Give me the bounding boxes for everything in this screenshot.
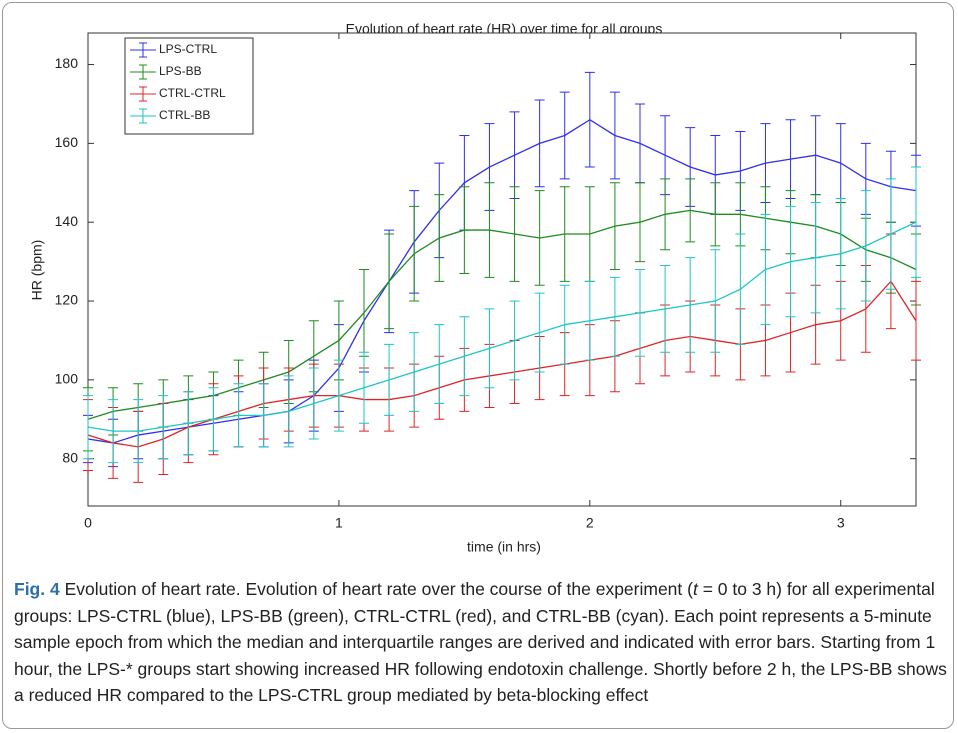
y-tick-label: 100	[55, 371, 79, 387]
caption-label: Fig. 4	[14, 579, 60, 599]
legend-label: LPS-CTRL	[159, 42, 217, 56]
x-tick-label: 2	[586, 515, 594, 531]
legend-box	[124, 37, 254, 135]
caption-text: = 0 to 3 h) for all experimental groups:…	[14, 579, 947, 705]
series-group	[83, 166, 921, 464]
series-line	[87, 221, 917, 432]
legend-label: LPS-BB	[159, 64, 202, 78]
caption-italic: t	[692, 579, 698, 599]
legend: LPS-CTRL LPS-BB CTRL-CTRL CTRL-BB	[124, 37, 254, 135]
x-axis-label: time (in hrs)	[467, 539, 541, 555]
x-tick-label: 3	[837, 515, 845, 531]
x-tick-label: 1	[335, 515, 343, 531]
x-tick-label: 0	[84, 515, 92, 531]
y-tick-label: 80	[62, 449, 78, 465]
legend-swatch	[130, 64, 156, 80]
series-line	[87, 209, 917, 420]
chart: Evolution of heart rate (HR) over time f…	[29, 21, 921, 555]
y-tick-label: 140	[55, 213, 79, 229]
series-line	[87, 280, 917, 448]
y-tick-label: 120	[55, 292, 79, 308]
legend-label: CTRL-CTRL	[159, 86, 226, 100]
legend-swatch	[130, 42, 156, 58]
series-line	[87, 118, 917, 444]
error-bar	[83, 395, 93, 460]
figure-caption: Fig. 4 Evolution of heart rate. Evolutio…	[14, 576, 949, 709]
y-tick-label: 180	[55, 55, 79, 71]
y-tick-label: 160	[55, 134, 79, 150]
y-axis-label: HR (bpm)	[29, 240, 45, 301]
legend-swatch	[130, 108, 156, 124]
legend-swatch	[130, 86, 156, 102]
caption-text: Evolution of heart rate. Evolution of he…	[59, 579, 693, 599]
legend-label: CTRL-BB	[159, 108, 210, 122]
